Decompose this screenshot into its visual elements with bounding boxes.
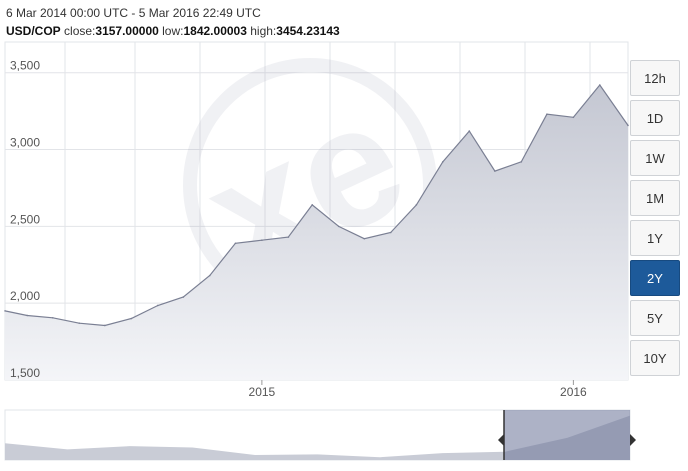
- y-tick-label: 3,000: [10, 136, 40, 150]
- rate-point: [261, 239, 263, 241]
- rate-point: [51, 316, 54, 319]
- rate-point: [287, 236, 290, 238]
- low-label: low:: [162, 24, 184, 38]
- rate-point: [442, 161, 444, 163]
- rate-point: [182, 296, 185, 298]
- high-label: high:: [250, 24, 277, 38]
- rate-point: [546, 113, 548, 116]
- rate-point: [209, 274, 211, 277]
- rate-point: [520, 161, 523, 163]
- rate-point: [363, 237, 366, 240]
- range-button-1w[interactable]: 1W: [630, 140, 680, 176]
- rate-point: [572, 116, 575, 119]
- y-tick-label: 1,500: [10, 366, 40, 380]
- pair-label: USD/COP: [6, 24, 61, 38]
- navigator-area: [5, 415, 630, 460]
- rate-point: [130, 317, 133, 320]
- range-button-10y[interactable]: 10Y: [630, 340, 680, 376]
- date-range-label: 6 Mar 2014 00:00 UTC - 5 Mar 2016 22:49 …: [6, 6, 261, 20]
- low-value: 1842.00003: [183, 24, 247, 38]
- y-tick-label: 2,000: [10, 289, 40, 303]
- rate-point: [599, 84, 601, 86]
- range-button-12h[interactable]: 12h: [630, 60, 680, 96]
- y-tick-label: 3,500: [10, 59, 40, 73]
- high-value: 3454.23143: [276, 24, 340, 38]
- range-button-group: 12h 1D 1W 1M 1Y 2Y 5Y 10Y: [630, 60, 680, 380]
- rate-point: [468, 130, 471, 132]
- x-tick-label: 2016: [560, 385, 587, 399]
- close-label: close:: [64, 24, 96, 38]
- rate-point: [627, 124, 629, 127]
- rate-point: [389, 231, 392, 234]
- rate-point: [494, 170, 496, 172]
- rate-point: [311, 204, 314, 206]
- rate-area: [5, 85, 628, 380]
- rate-point: [415, 204, 418, 206]
- x-tick-label: 2015: [249, 385, 276, 399]
- close-value: 3157.00000: [95, 24, 159, 38]
- range-button-1m[interactable]: 1M: [630, 180, 680, 216]
- rate-point: [337, 225, 340, 228]
- range-button-1d[interactable]: 1D: [630, 100, 680, 136]
- navigator-right-arrow-icon[interactable]: [630, 434, 636, 446]
- range-button-1y[interactable]: 1Y: [630, 220, 680, 256]
- rate-point: [4, 310, 6, 312]
- range-button-2y[interactable]: 2Y: [630, 260, 680, 296]
- range-button-5y[interactable]: 5Y: [630, 300, 680, 336]
- rate-point: [78, 322, 81, 324]
- rate-point: [104, 324, 106, 327]
- rate-point: [234, 242, 237, 245]
- pair-stats: USD/COP close:3157.00000 low:1842.00003 …: [6, 24, 340, 38]
- y-tick-label: 2,500: [10, 212, 40, 226]
- rate-point: [26, 314, 28, 317]
- navigator-selection[interactable]: [504, 410, 630, 460]
- rate-point: [156, 304, 159, 307]
- navigator-left-arrow-icon[interactable]: [498, 434, 504, 446]
